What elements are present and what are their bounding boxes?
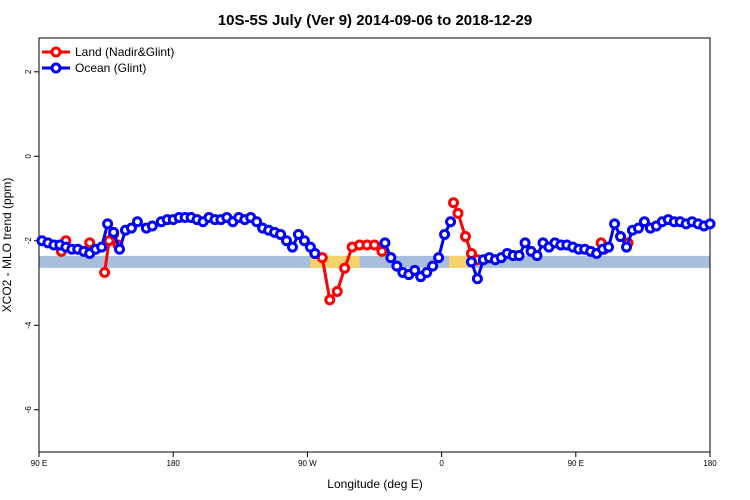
ocean-point xyxy=(609,218,621,230)
ocean-point xyxy=(519,237,531,249)
y-tick-label: -4 xyxy=(24,321,33,329)
chart-title: 10S-5S July (Ver 9) 2014-09-06 to 2018-1… xyxy=(218,12,532,29)
legend-marker-land xyxy=(50,46,62,58)
land-point xyxy=(369,239,380,251)
ocean-point xyxy=(531,250,543,262)
land-point xyxy=(448,197,460,209)
ocean-point xyxy=(632,222,644,234)
ocean-point xyxy=(292,228,304,240)
y-tick-label: -6 xyxy=(24,406,33,414)
x-tick-label: 180 xyxy=(167,459,181,468)
ocean-point xyxy=(251,216,263,228)
land-point xyxy=(339,262,351,274)
x-axis: 90 E 180 90 W 0 90 E 180 xyxy=(31,452,717,468)
ocean-point xyxy=(439,228,451,240)
legend-marker-ocean xyxy=(50,62,62,74)
ocean-point xyxy=(379,237,391,249)
ocean-point xyxy=(298,235,310,247)
land-point xyxy=(324,294,336,306)
ocean-point xyxy=(102,218,114,230)
y-tick-label: 0 xyxy=(24,154,33,159)
y-tick-label: 2 xyxy=(24,69,33,74)
x-tick-label: 90 E xyxy=(568,459,584,468)
y-tick-label: -2 xyxy=(24,237,33,245)
ocean-point xyxy=(409,264,421,276)
ocean-point xyxy=(638,216,650,228)
band-land-segment xyxy=(449,255,469,268)
ocean-point xyxy=(421,266,433,278)
x-tick-label: 90 E xyxy=(31,459,47,468)
ocean-point xyxy=(445,216,457,228)
ocean-point xyxy=(615,231,627,243)
ocean-point xyxy=(309,247,321,259)
ocean-point xyxy=(465,256,477,268)
ocean-point xyxy=(131,216,143,228)
ocean-point xyxy=(433,252,445,264)
legend: Land (Nadir&Glint) Ocean (Glint) xyxy=(42,45,174,75)
ocean-point xyxy=(391,260,403,272)
x-tick-label: 90 W xyxy=(298,459,317,468)
data-band xyxy=(39,255,710,268)
ocean-point xyxy=(146,220,158,232)
ocean-point xyxy=(281,235,293,247)
ocean-point xyxy=(286,241,298,253)
ocean-point xyxy=(704,218,716,230)
ocean-point xyxy=(385,252,397,264)
y-axis-label: XCO2 - MLO trend (ppm) xyxy=(0,178,14,313)
ocean-point xyxy=(513,250,525,262)
ocean-point xyxy=(427,260,439,272)
ocean-point xyxy=(96,241,108,253)
land-point xyxy=(84,237,96,249)
ocean-point xyxy=(471,273,483,285)
ocean-point xyxy=(620,241,632,253)
ocean-point xyxy=(108,226,120,238)
x-axis-label: Longitude (deg E) xyxy=(327,477,422,491)
legend-label-ocean: Ocean (Glint) xyxy=(75,61,146,75)
land-point xyxy=(376,245,388,257)
ocean-point xyxy=(603,241,615,253)
land-point xyxy=(331,285,343,297)
series-layer xyxy=(36,197,716,306)
ocean-point xyxy=(125,222,137,234)
x-tick-label: 180 xyxy=(703,459,717,468)
band-ocean xyxy=(39,255,710,268)
land-point xyxy=(99,266,111,278)
land-point xyxy=(459,231,471,243)
ocean-point xyxy=(114,243,126,255)
ocean-point xyxy=(275,228,287,240)
x-tick-label: 0 xyxy=(439,459,444,468)
legend-label-land: Land (Nadir&Glint) xyxy=(75,45,174,59)
land-point xyxy=(452,207,464,219)
band-land-segment xyxy=(310,255,360,268)
